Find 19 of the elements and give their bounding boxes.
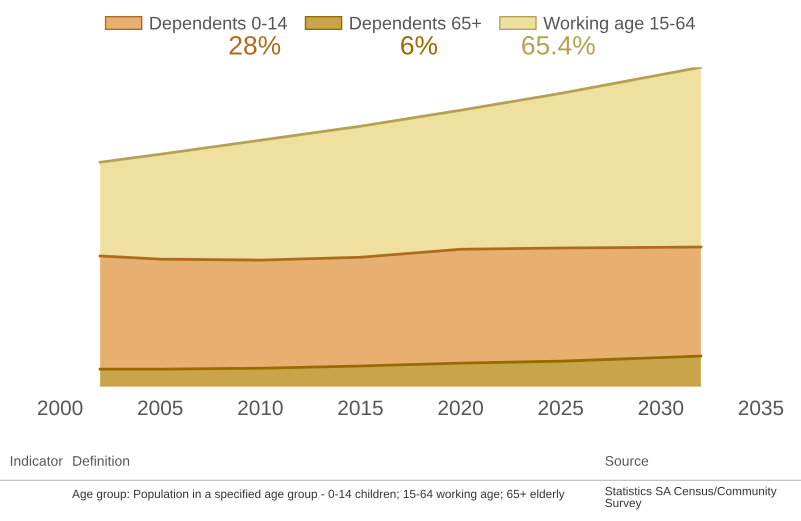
text: 28%	[230, 36, 280, 55]
text: 6%	[401, 36, 438, 55]
x-tick-label: 2035	[738, 400, 784, 416]
legend-label: Dependents 65+	[350, 16, 481, 34]
x-tick-label: 2030	[638, 400, 684, 416]
x-tick-label: 2005	[138, 400, 182, 416]
x-tick-label: 2025	[538, 400, 583, 416]
x-tick-label: 2020	[438, 400, 483, 416]
text: Age group: Population in a specified age group - 0-14 children; 15-64 working age; 65+ elderly	[72, 489, 565, 500]
x-tick-label: 2015	[338, 400, 383, 416]
text: Statistics SA Census/Community Survey	[605, 486, 777, 510]
legend-label: Dependents 0-14	[150, 16, 287, 34]
legend-label: Working age 15-64	[543, 16, 695, 34]
text: Source	[605, 456, 648, 466]
text: Definition	[73, 456, 130, 466]
text: Indicator	[10, 456, 63, 466]
x-tick-label: 2000	[38, 400, 82, 416]
text: 65.4%	[522, 36, 595, 55]
x-tick-label: 2010	[238, 400, 283, 416]
